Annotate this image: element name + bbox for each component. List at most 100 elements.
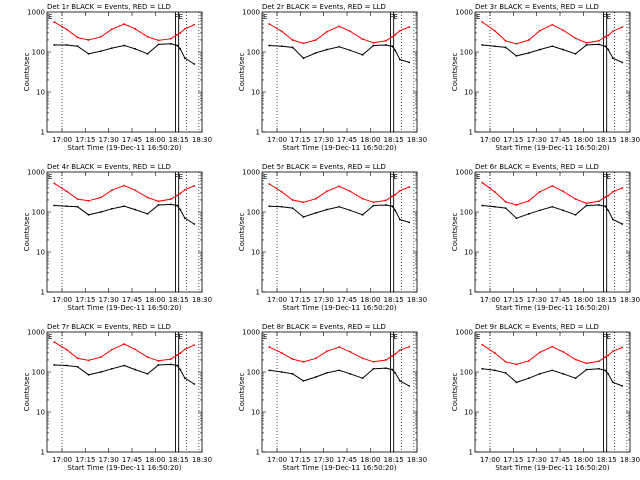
data-point <box>597 204 600 206</box>
data-point <box>611 218 614 221</box>
x-tick-label: 17:15 <box>503 136 523 144</box>
axes-frame <box>474 331 631 453</box>
x-tick-label: 17:45 <box>122 456 142 464</box>
data-point <box>53 364 56 366</box>
series-lld <box>481 181 624 206</box>
data-point <box>515 381 518 384</box>
panel-5: Det 5r BLACK = Events, RED = LLD 1 10 100 10… <box>238 163 427 312</box>
flag-label-e: E <box>476 333 480 341</box>
data-point <box>384 39 387 42</box>
data-point <box>361 38 364 41</box>
data-point <box>562 29 565 32</box>
data-point <box>504 360 507 363</box>
flag-label-e: E <box>48 333 52 341</box>
data-point <box>528 212 530 215</box>
data-point <box>408 26 411 28</box>
x-tick-label: 18:00 <box>573 456 593 464</box>
x-tick-label: 18:00 <box>145 136 165 144</box>
data-point <box>528 39 530 41</box>
y-tick-label: 100 <box>247 369 260 377</box>
y-axis-label: Counts/sec <box>238 53 246 92</box>
data-point <box>538 372 541 375</box>
data-point <box>176 364 179 367</box>
data-point <box>515 217 518 220</box>
series-line <box>482 204 623 225</box>
data-point <box>361 197 364 200</box>
data-point <box>408 384 411 387</box>
data-point <box>100 35 102 38</box>
data-point <box>597 200 600 203</box>
data-point <box>562 190 565 193</box>
x-tick-label: 17:45 <box>337 136 357 144</box>
x-tick-label: 18:30 <box>192 136 212 144</box>
y-axis-label: Counts/sec <box>238 213 246 252</box>
data-point <box>515 42 518 45</box>
panel-title: Det 8r BLACK = Events, RED = LLD <box>262 323 386 331</box>
data-point <box>538 29 541 32</box>
data-point <box>146 52 149 55</box>
data-point <box>574 198 577 201</box>
data-point <box>315 51 317 54</box>
data-point <box>291 358 294 361</box>
data-point <box>384 204 387 206</box>
y-tick-label: 100 <box>460 369 473 377</box>
data-point <box>493 352 496 354</box>
data-point <box>87 199 90 202</box>
data-point <box>179 352 182 355</box>
data-point <box>493 190 496 193</box>
panel-9: Det 9r BLACK = Events, RED = LLD 1 10 100 10… <box>451 323 640 472</box>
data-point <box>562 48 565 51</box>
panel-3: Det 3r BLACK = Events, RED = LLD 1 10 100 10… <box>451 3 640 152</box>
data-point <box>349 350 352 353</box>
y-tick-label: 1 <box>469 129 473 137</box>
data-point <box>574 377 577 380</box>
data-point <box>621 26 624 28</box>
x-tick-label: 18:15 <box>384 136 404 144</box>
y-tick-label: 1000 <box>455 169 473 177</box>
y-tick-label: 1 <box>469 449 473 457</box>
data-point <box>585 41 588 44</box>
data-point <box>504 207 507 210</box>
series-events <box>268 367 411 387</box>
data-point <box>268 23 271 25</box>
data-point <box>398 29 401 32</box>
data-point <box>291 46 294 49</box>
data-point <box>65 28 68 31</box>
data-point <box>76 36 79 39</box>
data-point <box>100 356 102 359</box>
data-point <box>585 362 588 365</box>
data-point <box>169 203 172 206</box>
data-point <box>481 367 484 370</box>
flag-label-e: E <box>48 13 52 21</box>
data-point <box>481 21 484 23</box>
flag-label-fe: FE <box>175 13 183 21</box>
x-axis-label: Start Time (19-Dec-11 16:50:20) <box>495 304 609 312</box>
data-point <box>504 200 507 203</box>
y-tick-label: 10 <box>36 89 45 97</box>
axes-frame <box>46 11 203 133</box>
x-axis-label: Start Time (19-Dec-11 16:50:20) <box>495 144 609 152</box>
data-point <box>134 27 137 30</box>
axes-frame <box>474 171 631 293</box>
data-point <box>538 209 541 212</box>
series-line <box>54 203 195 225</box>
y-tick-label: 10 <box>464 409 473 417</box>
data-point <box>481 44 484 46</box>
data-point <box>504 371 507 374</box>
data-point <box>604 45 607 48</box>
data-point <box>361 377 364 380</box>
flag-label-e: E <box>48 173 52 181</box>
data-point <box>372 204 375 207</box>
y-tick-label: 1000 <box>27 9 45 17</box>
data-point <box>574 213 577 216</box>
x-tick-label: 18:00 <box>360 296 380 304</box>
x-tick-label: 17:30 <box>527 296 547 304</box>
data-point <box>528 199 530 202</box>
x-tick-label: 17:00 <box>267 456 287 464</box>
y-tick-label: 1 <box>41 129 45 137</box>
data-point <box>157 204 160 206</box>
data-point <box>597 360 600 363</box>
x-tick-label: 17:45 <box>550 296 570 304</box>
y-tick-label: 1000 <box>455 329 473 337</box>
data-point <box>65 364 68 367</box>
